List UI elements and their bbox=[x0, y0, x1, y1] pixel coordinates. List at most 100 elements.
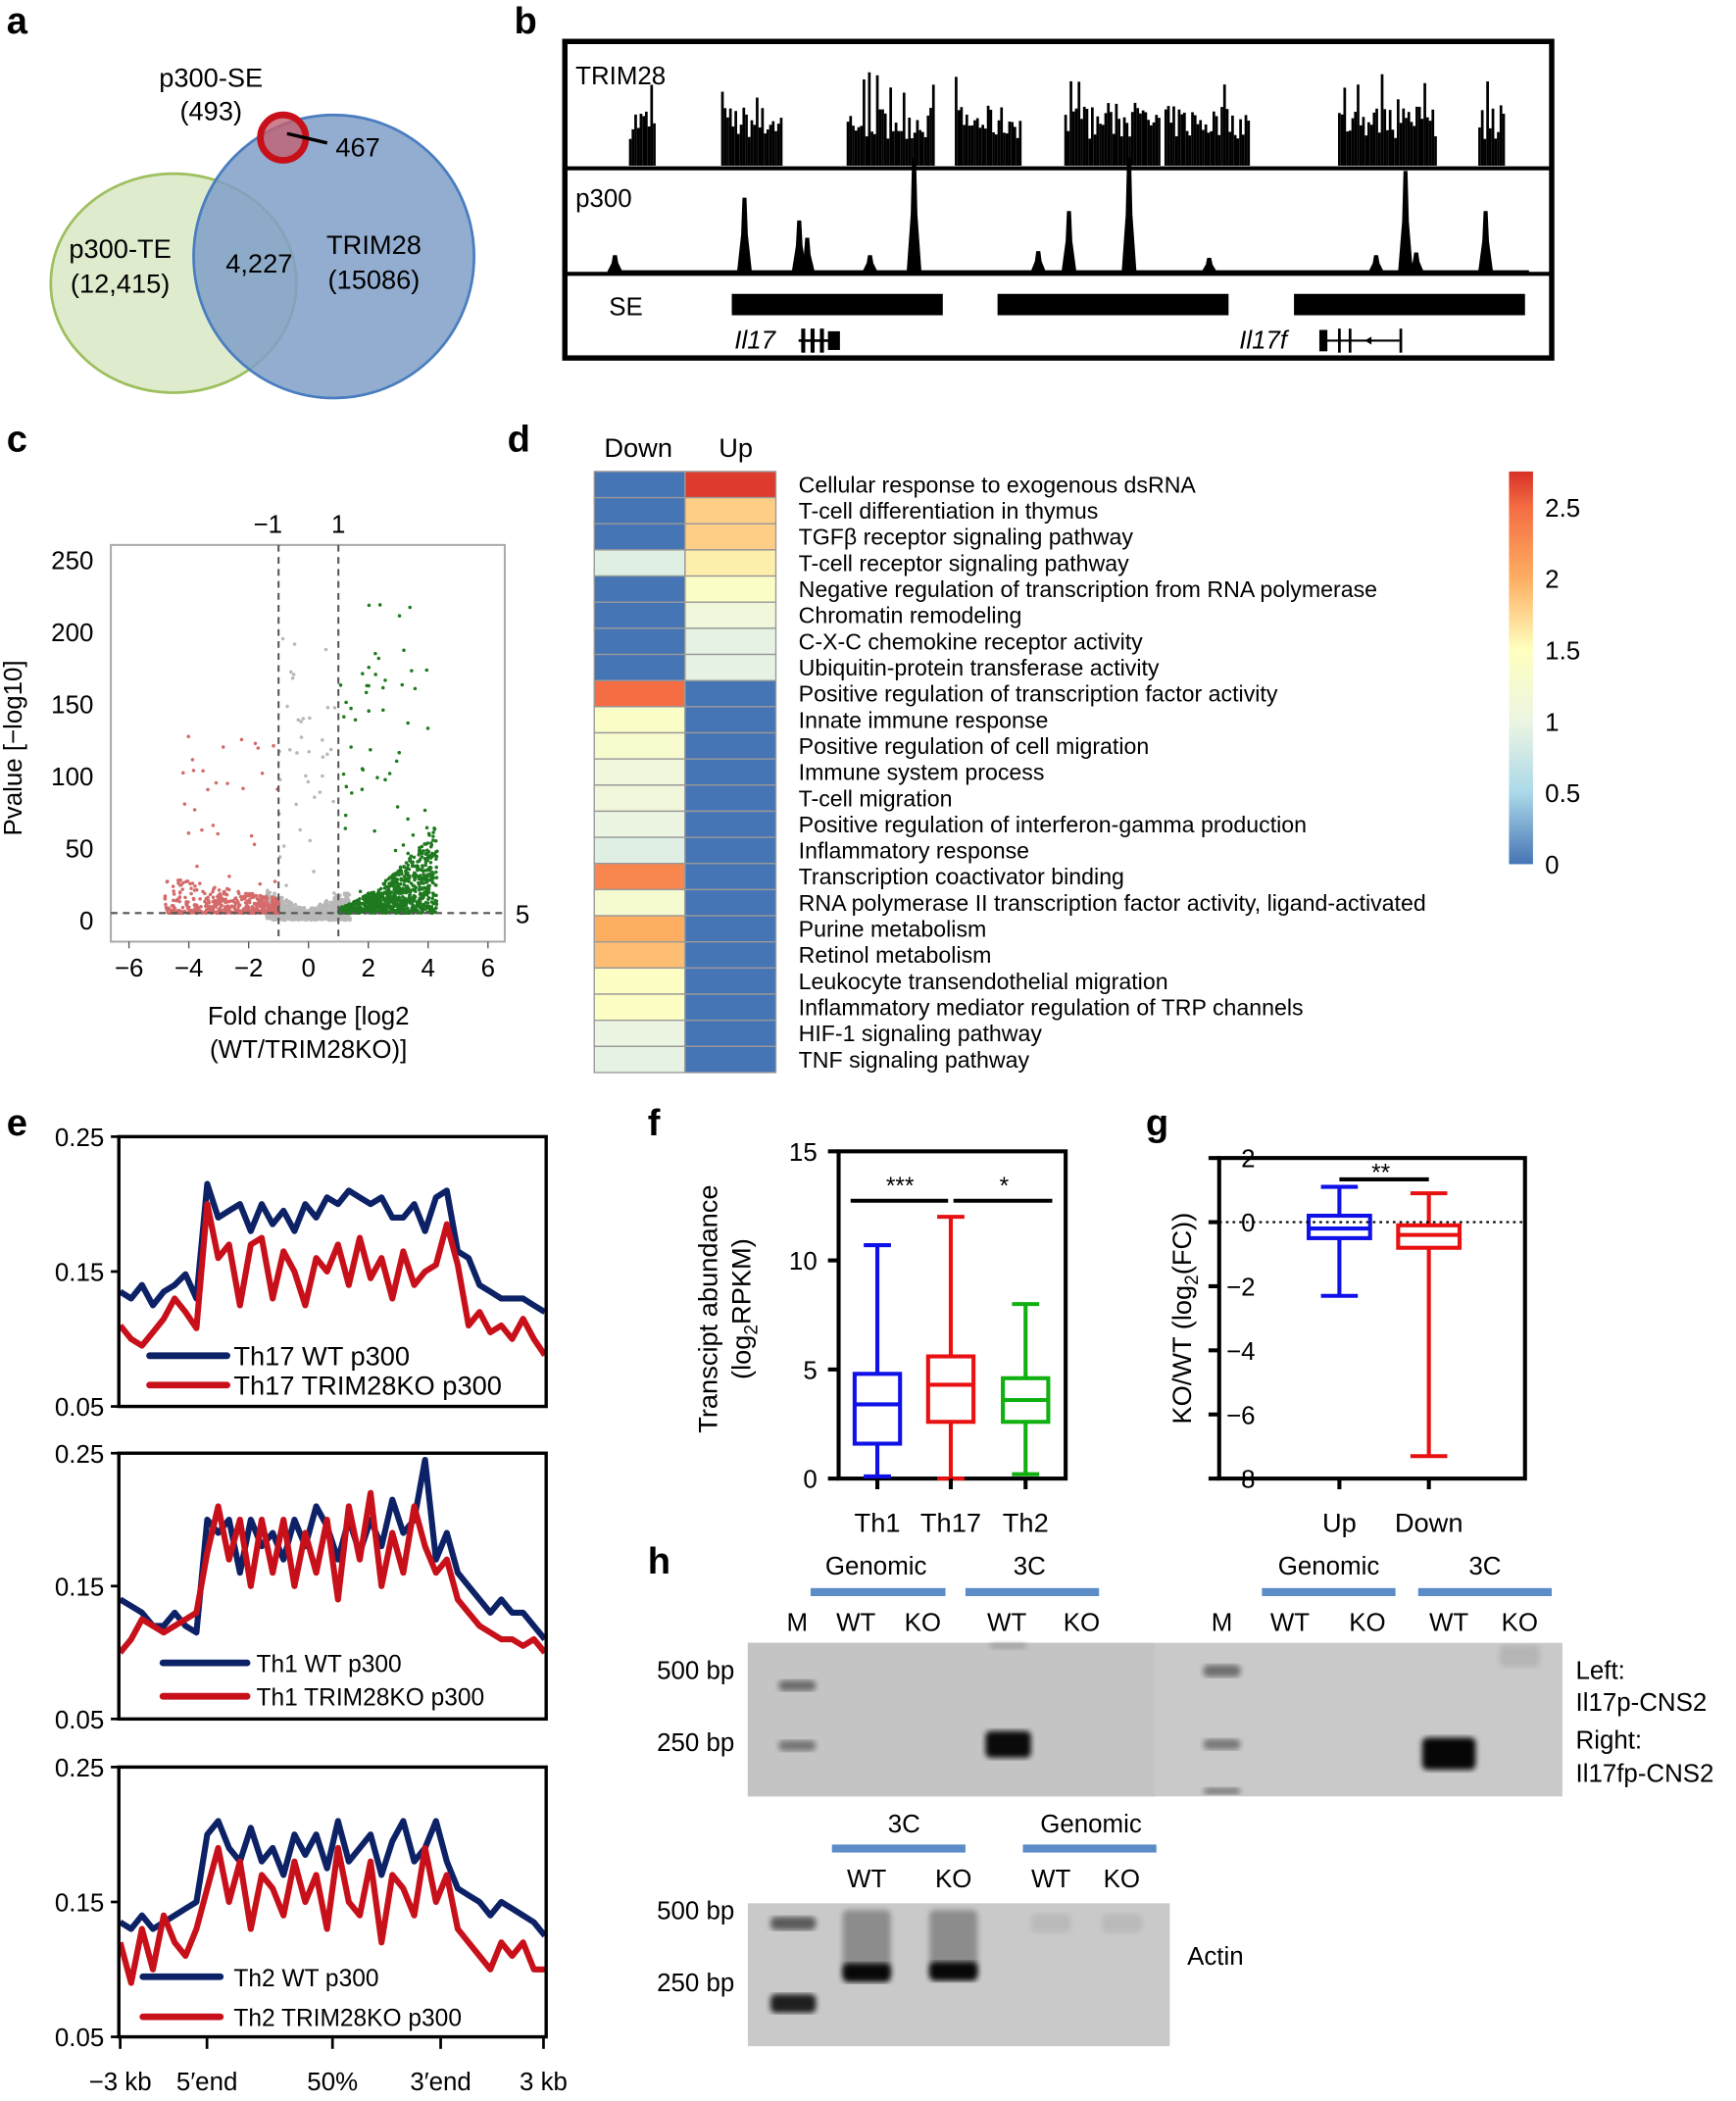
point-not-significant bbox=[329, 916, 334, 920]
signal-bar bbox=[650, 84, 654, 166]
point-not-significant bbox=[322, 917, 327, 921]
point-up bbox=[431, 875, 436, 880]
signal-bar bbox=[1147, 120, 1150, 166]
signal-bar bbox=[1394, 137, 1397, 166]
point-up bbox=[344, 700, 348, 705]
signal-bar bbox=[1174, 136, 1178, 166]
point-up bbox=[369, 748, 372, 752]
heatmap-row-label: Chromatin remodeling bbox=[799, 603, 1022, 628]
signal-bar bbox=[960, 107, 964, 166]
signal-bar bbox=[1502, 114, 1506, 166]
colorbar-tick-label: 0.5 bbox=[1545, 780, 1580, 808]
signal-bar bbox=[1172, 106, 1175, 166]
x-tick-label: 6 bbox=[481, 955, 495, 982]
exon bbox=[1348, 328, 1352, 353]
significance-stars: *** bbox=[886, 1174, 915, 1200]
signal-bar bbox=[997, 120, 1001, 166]
signal-bar bbox=[965, 114, 968, 166]
point-up bbox=[415, 903, 419, 908]
venn-te-count: (12,415) bbox=[71, 268, 170, 298]
gel-lane-label: KO bbox=[935, 1866, 971, 1893]
x-tick-label: 5′end bbox=[176, 2069, 237, 2096]
point-down bbox=[186, 831, 191, 835]
point-down bbox=[184, 903, 189, 908]
point-down bbox=[164, 905, 169, 910]
y-tick-label: −6 bbox=[1226, 1402, 1256, 1429]
x-tick-label: −4 bbox=[174, 955, 204, 982]
point-up bbox=[424, 668, 429, 673]
gel-band bbox=[989, 1641, 1027, 1650]
point-down bbox=[185, 879, 190, 883]
point-up bbox=[426, 895, 431, 900]
point-not-significant bbox=[321, 774, 324, 778]
heatmap-cell-down bbox=[593, 731, 686, 760]
venn-trim28-label: TRIM28 bbox=[326, 229, 422, 260]
point-up bbox=[418, 857, 422, 862]
point-down bbox=[229, 904, 234, 908]
point-up bbox=[344, 905, 349, 910]
signal-bar bbox=[1085, 109, 1089, 166]
signal-bar bbox=[1128, 136, 1131, 166]
point-not-significant bbox=[313, 917, 318, 922]
y-tick-label: 150 bbox=[51, 692, 93, 720]
signal-bar bbox=[1016, 137, 1019, 166]
legend-label: Th17 TRIM28KO p300 bbox=[233, 1370, 502, 1400]
heatmap-row-label: C-X-C chemokine receptor activity bbox=[799, 628, 1144, 654]
signal-bar bbox=[1169, 123, 1173, 166]
signal-bar bbox=[911, 138, 914, 166]
y-tick-label: 250 bbox=[51, 547, 93, 575]
signal-bar bbox=[1420, 119, 1424, 166]
signal-bar bbox=[1486, 81, 1489, 166]
signal-bar bbox=[994, 134, 998, 166]
point-up bbox=[391, 883, 396, 888]
signal-bar bbox=[957, 110, 961, 166]
point-up bbox=[421, 886, 425, 890]
p300-signal-track bbox=[607, 157, 1529, 273]
point-down bbox=[182, 802, 187, 806]
point-up bbox=[404, 861, 409, 865]
point-up bbox=[397, 906, 402, 911]
signal-peak bbox=[791, 220, 807, 272]
point-up bbox=[420, 892, 423, 896]
point-up bbox=[391, 875, 395, 878]
signal-bar bbox=[1383, 109, 1387, 166]
signal-bar bbox=[776, 124, 780, 166]
point-down bbox=[189, 886, 193, 890]
signal-bar bbox=[1380, 74, 1384, 166]
gel-lane-label: KO bbox=[1349, 1609, 1385, 1636]
point-not-significant bbox=[317, 917, 321, 921]
point-not-significant bbox=[279, 898, 284, 903]
point-up bbox=[368, 907, 372, 911]
point-down bbox=[247, 900, 252, 905]
point-not-significant bbox=[329, 901, 333, 906]
point-not-significant bbox=[331, 901, 336, 905]
y-tick-label: 0.25 bbox=[55, 1125, 104, 1152]
signal-bar bbox=[1236, 138, 1240, 166]
point-down bbox=[273, 879, 277, 883]
gel-side-label-actin: Actin bbox=[1187, 1943, 1244, 1971]
signal-bar bbox=[1228, 131, 1232, 166]
point-up bbox=[425, 855, 430, 860]
point-not-significant bbox=[320, 907, 323, 912]
point-up bbox=[407, 867, 412, 872]
point-down bbox=[168, 907, 172, 912]
y-axis-label-part: (FC)) bbox=[1166, 1213, 1197, 1276]
signal-bar bbox=[758, 127, 762, 166]
point-down bbox=[179, 882, 183, 887]
signal-peak bbox=[863, 255, 878, 272]
point-down bbox=[186, 734, 191, 739]
signal-bar bbox=[920, 131, 924, 166]
series-line-ko bbox=[117, 1844, 545, 1986]
heatmap-cell-down bbox=[593, 627, 686, 656]
heatmap-cell-up bbox=[684, 471, 777, 499]
point-down bbox=[177, 910, 181, 914]
point-up bbox=[422, 907, 427, 912]
heatmap-cell-down bbox=[593, 653, 686, 681]
signal-bar bbox=[734, 111, 737, 166]
point-up bbox=[431, 910, 435, 915]
colorbar-tick-label: 2 bbox=[1545, 567, 1559, 594]
point-up bbox=[358, 906, 363, 911]
signal-bar bbox=[1233, 134, 1237, 166]
point-up bbox=[408, 901, 413, 905]
point-up bbox=[414, 889, 418, 894]
